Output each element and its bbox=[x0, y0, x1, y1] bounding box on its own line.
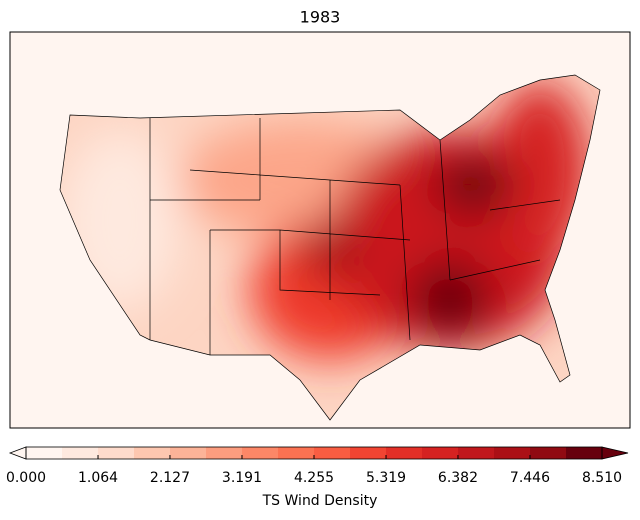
colorbar-under bbox=[8, 446, 27, 460]
state-borders bbox=[149, 118, 561, 355]
colorbar-segment bbox=[98, 447, 135, 459]
colorbar-segment bbox=[206, 447, 243, 459]
colorbar-tick-label: 5.319 bbox=[366, 470, 406, 486]
colorbar-segment bbox=[314, 447, 351, 459]
colorbar-segment bbox=[278, 447, 315, 459]
colorbar-tick-label: 1.064 bbox=[78, 470, 118, 486]
colorbar-segment bbox=[566, 447, 603, 459]
colorbar-tick-label: 3.191 bbox=[222, 470, 262, 486]
colorbar-segment bbox=[242, 447, 279, 459]
colorbar-label: TS Wind Density bbox=[262, 493, 378, 509]
us-outline bbox=[59, 74, 601, 421]
colorbar-segment bbox=[494, 447, 531, 459]
colorbar-segment bbox=[170, 447, 207, 459]
colorbar-segment bbox=[386, 447, 423, 459]
colorbar-segment bbox=[422, 447, 459, 459]
map-frame bbox=[9, 31, 631, 429]
colorbar-segment bbox=[530, 447, 567, 459]
colorbar-tick-label: 7.446 bbox=[510, 470, 550, 486]
colorbar-segment bbox=[62, 447, 99, 459]
colorbar-tick-label: 6.382 bbox=[438, 470, 478, 486]
colorbar-tick-label: 0.000 bbox=[6, 470, 46, 486]
colorbar-tick-label: 4.255 bbox=[294, 470, 334, 486]
colorbar-segment bbox=[458, 447, 495, 459]
colorbar-segment bbox=[350, 447, 387, 459]
colorbar: 0.000 1.064 2.127 3.191 4.255 5.319 6.382 7.446… bbox=[6, 446, 629, 486]
map-title: 1983 bbox=[300, 8, 341, 27]
colorbar-segment bbox=[134, 447, 171, 459]
colorbar-tick-label: 8.510 bbox=[582, 470, 622, 486]
colorbar-over bbox=[601, 446, 629, 460]
colorbar-segment bbox=[26, 447, 63, 459]
colorbar-tick-label: 2.127 bbox=[150, 470, 190, 486]
